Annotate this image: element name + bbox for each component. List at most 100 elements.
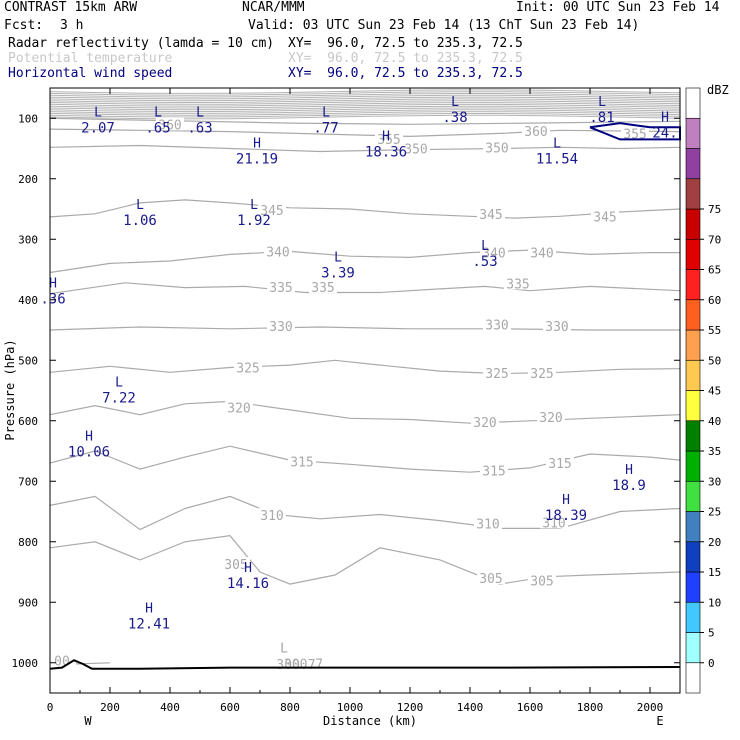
colorbar-level-label: 30 <box>708 475 721 488</box>
x-tick-label: 400 <box>160 701 180 714</box>
theta-label-mask <box>483 140 511 154</box>
theta-label-mask <box>258 203 286 217</box>
field-name-reflectivity: Radar reflectivity (lamda = 10 cm) <box>8 36 275 51</box>
colorbar-swatch <box>685 450 701 482</box>
colorbar-swatch <box>685 541 701 573</box>
wind-extremum-symbol: L <box>196 105 204 120</box>
x-tick-label: 600 <box>220 701 240 714</box>
colorbar-unit: dBZ <box>707 83 729 97</box>
wind-extremum-symbol: H <box>661 110 669 125</box>
theta-extremum-value: 300.7 <box>284 658 323 673</box>
theta-label-mask <box>156 117 184 131</box>
wind-extremum-value: 18.9 <box>612 478 646 494</box>
colorbar-level-label: 15 <box>708 566 721 579</box>
theta-contour-label: 340 <box>266 245 289 260</box>
x-tick-label: 0 <box>47 701 54 714</box>
theta-contour-label: 355 <box>377 133 400 148</box>
theta-label-mask <box>267 318 295 332</box>
wind-extremum-symbol: L <box>136 198 144 213</box>
theta-upper-contour <box>49 111 681 116</box>
theta-upper-contour <box>49 96 681 102</box>
colorbar-swatch <box>685 390 701 422</box>
wind-extremum-value: .63 <box>187 120 212 136</box>
theta-contour-label: 340 <box>482 247 505 262</box>
theta-contour-360 <box>49 117 681 125</box>
y-tick-label: 800 <box>18 536 38 549</box>
init-time: Init: 00 UTC Sun 23 Feb 14 <box>516 0 720 15</box>
wind-extremum-symbol: H <box>382 130 390 145</box>
wind-extremum-value: 24. <box>652 125 677 141</box>
theta-label-mask <box>528 365 556 379</box>
theta-label-mask <box>543 318 571 332</box>
wind-extremum-value: 12.41 <box>128 617 170 633</box>
field-xy-theta: XY= 96.0, 72.5 to 235.3, 72.5 <box>288 51 523 66</box>
colorbar-level-label: 0 <box>708 657 715 670</box>
y-tick-label: 300 <box>18 233 38 246</box>
theta-contour-305 <box>49 535 681 585</box>
theta-label-mask <box>528 573 556 587</box>
colorbar: 0 5 10 15 20 25 30 35 40 45 50 55 60 65 70 75 <box>685 87 721 694</box>
wind-extremum-symbol: H <box>244 561 252 576</box>
theta-contour-label: 350 <box>485 141 508 156</box>
theta-upper-contour <box>49 114 681 120</box>
wind-extremum-value: 1.06 <box>123 213 157 229</box>
forecast-label: Fcst: <box>4 18 44 33</box>
wind-extremum-symbol: H <box>253 136 261 151</box>
theta-contour-315 <box>49 445 681 473</box>
colorbar-level-label: 10 <box>708 596 721 609</box>
terrain <box>49 659 681 670</box>
theta-upper-contour <box>49 107 681 113</box>
wind-extremum-symbol: L <box>481 239 489 254</box>
colorbar-swatch <box>685 299 701 331</box>
theta-contour-label: 335 <box>269 281 292 296</box>
theta-contour-label: 310 <box>476 518 499 533</box>
theta-label-mask <box>402 141 430 155</box>
terrain-line <box>49 659 681 670</box>
wind-extremum-value: 1.92 <box>237 213 271 229</box>
theta-upper-contour <box>49 98 681 104</box>
colorbar-level-label: 5 <box>708 627 715 640</box>
theta-contour-label: 315 <box>482 464 505 479</box>
theta-upper-contour <box>49 105 681 111</box>
colorbar-swatch <box>685 148 701 180</box>
theta-upper-contour <box>49 91 681 96</box>
colorbar-swatch <box>685 511 701 543</box>
wind-extremum-value: 18.39 <box>545 508 587 524</box>
colorbar-swatch <box>685 632 701 664</box>
theta-label-mask <box>234 360 262 374</box>
theta-upper-contour <box>49 102 681 107</box>
theta-contour-label: 330 <box>485 319 508 334</box>
theta-contour-label: 305 <box>479 572 502 587</box>
colorbar-swatch <box>685 359 701 391</box>
x-end-label-left: W <box>84 714 92 728</box>
theta-contour-label: 305 <box>530 574 553 589</box>
x-tick-label: 800 <box>280 701 300 714</box>
theta-label-mask <box>477 206 505 220</box>
colorbar-swatch <box>685 420 701 452</box>
colorbar-level-label: 40 <box>708 415 721 428</box>
theta-label-mask <box>288 454 316 468</box>
x-tick-label: 1800 <box>577 701 604 714</box>
axes: 0 200 400 600 800 1000 1200 1400 1600 1800 2000 100… <box>12 88 681 714</box>
theta-label-mask <box>267 280 295 294</box>
field-name-wind: Horizontal wind speed <box>8 66 173 81</box>
colorbar-swatch <box>685 208 701 240</box>
theta-contour-label: 360 <box>158 118 181 133</box>
wind-extremum-symbol: L <box>334 251 342 266</box>
theta-contour-label: 300.7 <box>276 658 315 673</box>
theta-upper-contour <box>49 103 681 109</box>
wind-extremum-value: 21.19 <box>236 151 278 167</box>
theta-contour-label: 360 <box>524 125 547 140</box>
theta-contour-label: 320 <box>473 416 496 431</box>
wind-extremum-symbol: L <box>451 95 459 110</box>
x-axis-label: Distance (km) <box>323 714 417 728</box>
x-tick-label: 2000 <box>637 701 664 714</box>
colorbar-level-label: 65 <box>708 264 721 277</box>
y-tick-label: 600 <box>18 415 38 428</box>
x-tick-label: 200 <box>100 701 120 714</box>
x-tick-label: 1000 <box>337 701 364 714</box>
theta-label-mask <box>528 245 556 259</box>
colorbar-swatch <box>685 269 701 301</box>
model-title: CONTRAST 15km ARW <box>4 0 138 15</box>
